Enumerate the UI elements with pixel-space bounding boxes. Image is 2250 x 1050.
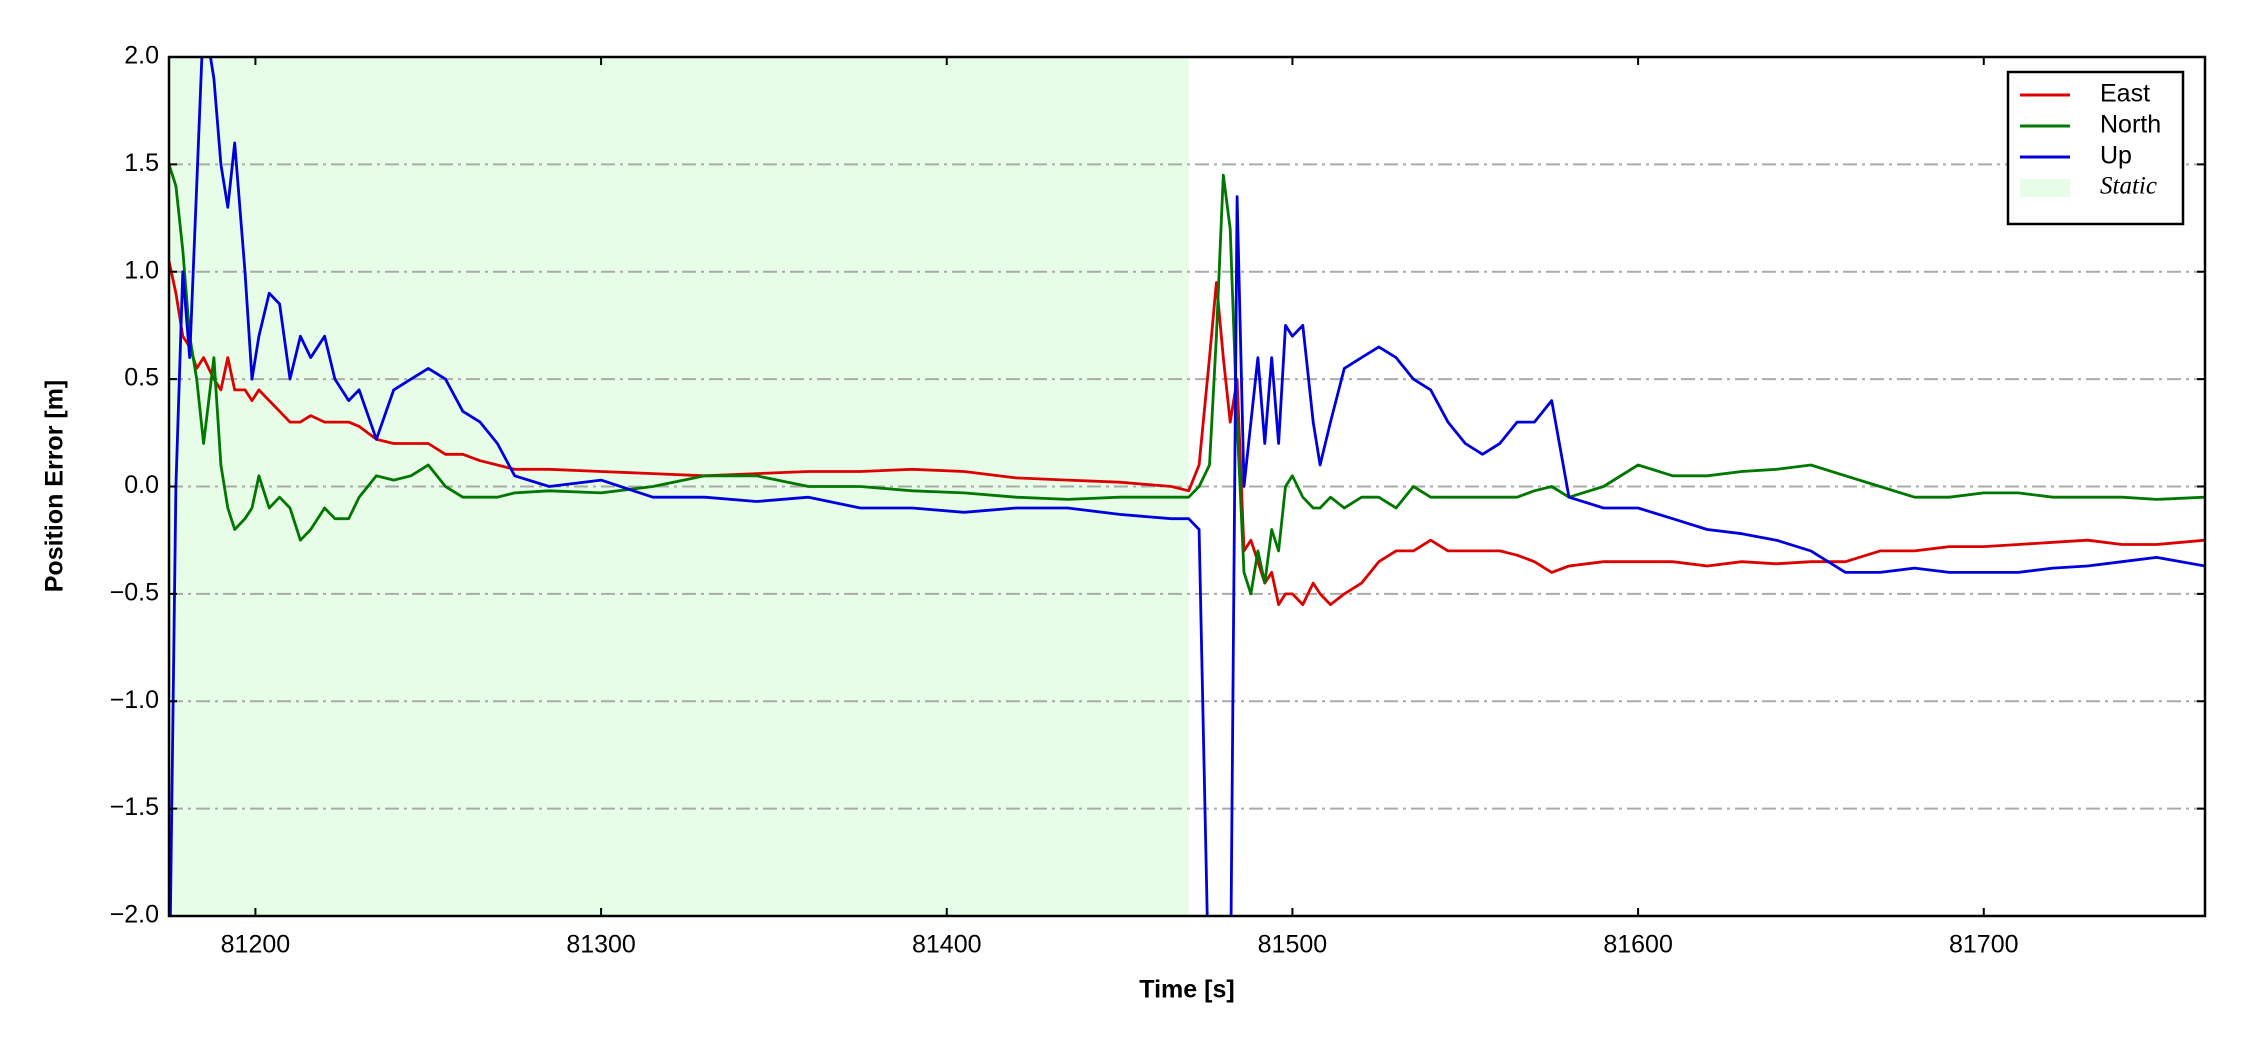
x-axis-label: Time [s]: [1139, 976, 1234, 1004]
y-tick-label: 0.0: [124, 471, 159, 499]
y-tick-label: 1.5: [124, 149, 159, 177]
y-tick-label: −1.5: [110, 793, 159, 821]
legend-label: East: [2100, 80, 2150, 108]
y-tick-label: −0.5: [110, 578, 159, 606]
y-axis-label: Position Error [m]: [41, 380, 69, 593]
legend-label: Static: [2100, 173, 2157, 200]
legend-label: Up: [2100, 142, 2132, 170]
plot-lines: [169, 57, 2205, 916]
x-tick-label: 81200: [221, 931, 291, 959]
series-line: [169, 57, 2205, 916]
legend-box: [2006, 70, 2185, 226]
axes: −2.0 −1.5 −1.0 −0.5 0.0 0.5 1.0 1.5 2.0 81200 8130…: [110, 42, 2207, 959]
legend-swatch: [2020, 179, 2070, 197]
y-tick-label: 1.0: [124, 256, 159, 284]
x-tick-label: 81400: [912, 931, 982, 959]
series-line: [169, 163, 2205, 596]
y-tick-label: 2.0: [124, 42, 159, 70]
legend: East North Up Static: [2006, 70, 2185, 226]
x-tick-label: 81700: [1949, 931, 2019, 959]
x-tick-label: 81300: [566, 931, 636, 959]
y-tick-label: 0.5: [124, 364, 159, 392]
legend-label: North: [2100, 111, 2161, 139]
series-line: [169, 260, 2205, 606]
y-tick-label: −2.0: [110, 901, 159, 929]
x-tick-label: 81500: [1258, 931, 1328, 959]
x-tick-label: 81600: [1603, 931, 1673, 959]
y-tick-label: −1.0: [110, 686, 159, 714]
plot-background: [169, 56, 2205, 917]
plot-frame: [167, 55, 2207, 918]
